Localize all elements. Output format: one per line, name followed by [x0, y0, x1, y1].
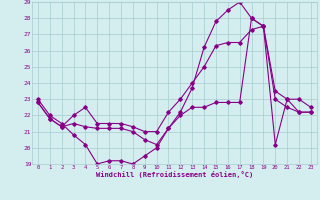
X-axis label: Windchill (Refroidissement éolien,°C): Windchill (Refroidissement éolien,°C) — [96, 171, 253, 178]
